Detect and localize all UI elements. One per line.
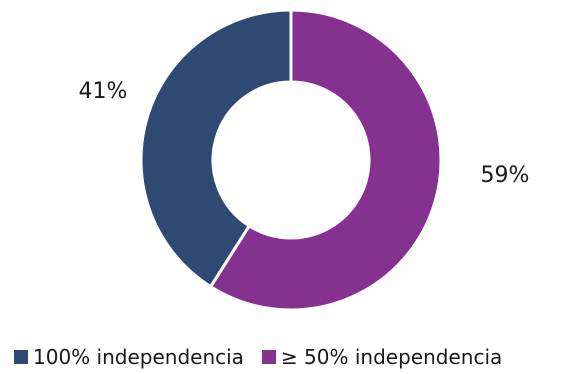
- slice-label-100-independencia: 41%: [79, 79, 128, 104]
- legend-label-100: 100% independencia: [33, 345, 244, 369]
- legend-item-100: 100% independencia: [14, 345, 244, 369]
- labels-group: 59% 41%: [79, 79, 530, 188]
- slice-label-50-independencia: 59%: [481, 163, 530, 188]
- legend-swatch-50: [261, 350, 276, 364]
- legend-label-50: ≥ 50% independencia: [280, 345, 503, 369]
- legend: 100% independencia ≥ 50% independencia: [14, 345, 502, 369]
- legend-swatch-100: [14, 350, 28, 364]
- legend-item-50: ≥ 50% independencia: [261, 345, 503, 369]
- slice-50-independencia: [208, 8, 443, 312]
- slice-100-independencia: [139, 8, 293, 289]
- slices-group: [139, 8, 443, 312]
